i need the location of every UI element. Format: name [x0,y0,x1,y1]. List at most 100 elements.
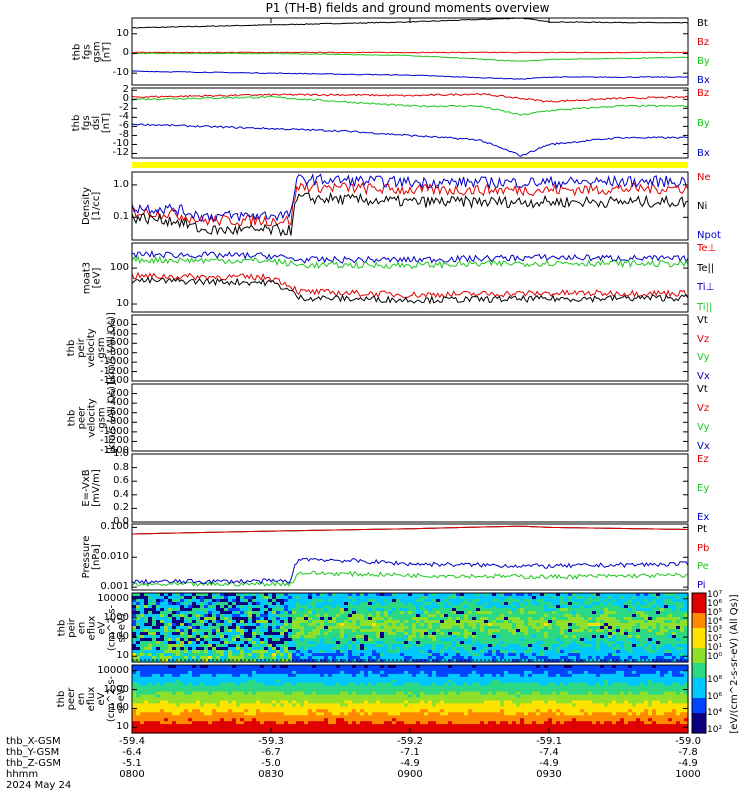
spectrogram-cell [184,653,189,657]
spectrogram-cell [368,706,373,710]
spectrogram-cell [316,599,321,603]
spectrogram-cell [284,611,289,615]
spectrogram-cell [292,691,297,696]
spectrogram-cell [256,685,261,690]
spectrogram-cell [648,599,653,603]
spectrogram-cell [676,650,681,654]
spectrogram-cell [316,697,321,702]
spectrogram-cell [200,679,205,684]
spectrogram-cell [436,596,441,600]
spectrogram-cell [312,670,317,675]
spectrogram-cell [556,605,561,609]
spectrogram-cell [368,721,373,725]
spectrogram-cell [600,632,605,636]
spectrogram-cell [184,611,189,615]
spectrogram-cell [440,647,445,651]
spectrogram-cell [664,647,669,651]
spectrogram-cell [132,697,137,702]
spectrogram-cell [188,620,193,624]
spectrogram-cell [256,623,261,627]
spectrogram-cell [492,635,497,639]
spectrogram-cell [304,682,309,687]
spectrogram-cell [268,599,273,603]
spectrogram-cell [224,679,229,684]
spectrogram-cell [172,629,177,633]
spectrogram-cell [392,644,397,648]
spectrogram-cell [344,721,349,725]
spectrogram-cell [600,626,605,630]
spectrogram-cell [280,638,285,642]
spectrogram-cell [148,629,153,633]
spectrogram-cell [576,593,581,597]
spectrogram-cell [536,608,541,612]
spectrogram-cell [216,730,221,734]
spectrogram-cell [176,593,181,597]
spectrogram-cell [616,626,621,630]
spectrogram-cell [332,727,337,731]
spectrogram-cell [332,644,337,648]
spectrogram-cell [400,676,405,681]
spectrogram-cell [212,656,217,660]
spectrogram-cell [436,620,441,624]
spectrogram-cell [324,638,329,642]
spectrogram-cell [516,608,521,612]
spectrogram-cell [392,682,397,687]
spectrogram-cell [504,614,509,618]
spectrogram-cell [372,682,377,687]
spectrogram-cell [292,668,297,672]
spectrogram-cell [288,632,293,636]
spectrogram-cell [304,688,309,693]
spectrogram-cell [160,632,165,636]
spectrogram-cell [644,593,649,597]
spectrogram-cell [208,611,213,615]
spectrogram-cell [188,682,193,687]
spectrogram-cell [336,712,341,716]
spectrogram-cell [196,617,201,621]
spectrogram-cell [340,623,345,627]
spectrogram-cell [576,638,581,642]
spectrogram-cell [208,700,213,705]
spectrogram-cell [648,617,653,621]
spectrogram-cell [216,727,221,731]
spectrogram-cell [132,647,137,651]
spectrogram-cell [556,599,561,603]
spectrogram-cell [176,626,181,630]
spectrogram-cell [316,611,321,615]
spectrogram-cell [516,647,521,651]
spectrogram-cell [352,697,357,702]
spectrogram-cell [140,688,145,693]
spectrogram-cell [632,644,637,648]
spectrogram-cell [584,647,589,651]
spectrogram-cell [648,626,653,630]
spectrogram-cell [648,644,653,648]
spectrogram-cell [540,632,545,636]
spectrogram-cell [212,718,217,722]
spectrogram-cell [228,632,233,636]
spectrogram-cell [224,653,229,657]
spectrogram-cell [200,715,205,719]
spectrogram-cell [160,691,165,696]
spectrogram-cell [396,730,401,734]
spectrogram-cell [412,653,417,657]
spectrogram-cell [256,665,261,669]
spectrogram-cell [364,688,369,693]
spectrogram-cell [188,605,193,609]
spectrogram-cell [412,694,417,699]
spectrogram-cell [168,638,173,642]
spectrogram-cell [384,727,389,731]
spectrogram-cell [256,614,261,618]
spectrogram-cell [684,629,689,633]
spectrogram-cell [280,656,285,660]
spectrogram-cell [564,614,569,618]
spectrogram-cell [480,596,485,600]
spectrogram-cell [132,638,137,642]
spectrogram-cell [468,626,473,630]
spectrogram-cell [220,593,225,597]
spectrogram-cell [668,602,673,606]
spectrogram-cell [460,605,465,609]
spectrogram-cell [396,641,401,645]
spectrogram-cell [212,611,217,615]
spectrogram-cell [144,721,149,725]
spectrogram-cell [668,641,673,645]
spectrogram-cell [620,626,625,630]
